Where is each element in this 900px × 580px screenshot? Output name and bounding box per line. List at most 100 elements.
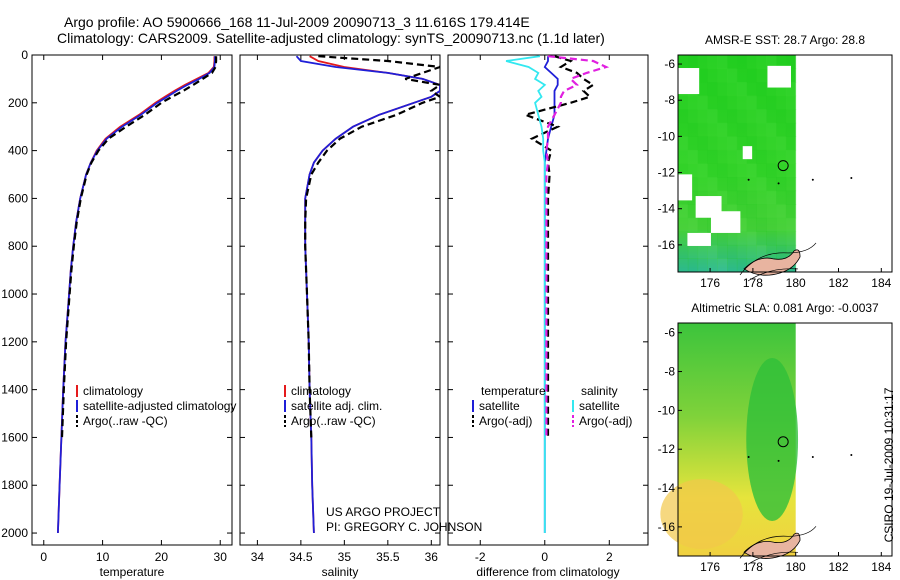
map-cell: [727, 163, 738, 178]
map-cell: [766, 190, 777, 205]
map-cell: [776, 231, 787, 246]
island-contour: [747, 551, 799, 565]
map-cell: [697, 95, 708, 110]
x-axis-label: temperature: [100, 565, 165, 579]
map-cell: [707, 68, 718, 83]
map-cell: [678, 55, 689, 70]
map-cell: [717, 149, 728, 164]
map-cell: [785, 149, 797, 164]
map-cell: [697, 258, 708, 273]
map-cell: [678, 204, 689, 219]
project-note-line: US ARGO PROJECT: [326, 505, 441, 519]
islet-dot: [811, 178, 814, 181]
map-cell: [736, 177, 748, 192]
map-cell: [785, 136, 797, 151]
island-contour: [739, 242, 817, 276]
map-x-tick-label: 184: [871, 560, 891, 574]
map-cell: [707, 231, 718, 246]
map-cell: [756, 190, 767, 205]
map-frame: [677, 54, 893, 273]
map-cell: [717, 244, 728, 259]
x-tick-label: 0: [40, 550, 47, 564]
islet-dot: [850, 176, 853, 179]
map-cell: [697, 109, 708, 124]
map-cell: [687, 136, 699, 151]
map-x-tick-label: 176: [700, 276, 720, 290]
map-cell: [678, 163, 689, 178]
map-cell: [766, 109, 777, 124]
map-missing-patch: [687, 232, 711, 246]
map-cell: [776, 204, 787, 219]
map-cell: [697, 244, 708, 259]
map-cell: [707, 149, 718, 164]
map-cell: [687, 122, 699, 137]
map-cell: [687, 95, 699, 110]
map-cell: [687, 55, 699, 70]
x-tick-label: 35.5: [376, 550, 400, 564]
map-cell: [776, 136, 787, 151]
islet-dot: [747, 455, 750, 458]
map-cell: [756, 217, 767, 232]
map-cell: [707, 244, 718, 259]
map-cell: [756, 149, 767, 164]
map-cell: [707, 258, 718, 273]
map-cell: [746, 95, 757, 110]
map-cell: [766, 122, 777, 137]
map-cell: [776, 122, 787, 137]
map-cell: [766, 204, 777, 219]
series-line-salinity-argo-adj-: [545, 55, 610, 438]
map-cell: [766, 149, 777, 164]
legend-label: climatology: [291, 384, 351, 398]
map-cell: [707, 122, 718, 137]
legend-label: satellite: [479, 399, 520, 413]
panel-frame: [31, 54, 233, 546]
map-cell: [756, 136, 767, 151]
map-cell: [717, 163, 728, 178]
map-cell: [766, 244, 777, 259]
map-cell: [687, 109, 699, 124]
map-cell: [736, 68, 748, 83]
map-cell: [707, 55, 718, 70]
map-cell: [736, 82, 748, 97]
map-cell: [697, 149, 708, 164]
map-cell: [756, 109, 767, 124]
map-y-tick-label: -14: [658, 481, 676, 495]
map-y-tick-label: -6: [664, 57, 675, 71]
legend-label: Argo(-adj): [479, 414, 532, 428]
map-cell: [736, 190, 748, 205]
map-cell: [717, 55, 728, 70]
map-cell: [756, 55, 767, 70]
legend-group-title: temperature: [481, 384, 546, 398]
map-cell: [727, 82, 738, 97]
series-line-argo-raw-qc-: [60, 56, 218, 438]
map-x-tick-label: 178: [743, 560, 763, 574]
map-cell: [776, 95, 787, 110]
map-cell: [776, 109, 787, 124]
map-cell: [707, 136, 718, 151]
map-cell: [736, 122, 748, 137]
map-cell: [776, 149, 787, 164]
project-note-line: PI: GREGORY C. JOHNSON: [326, 520, 482, 534]
map-cell: [776, 190, 787, 205]
panel-temperature: 0 10 20 30 0 200 400 600 800 1000 1200 1400 1600 1800…: [1, 48, 236, 579]
map-cell: [736, 204, 748, 219]
map-y-tick-label: -12: [658, 442, 676, 456]
map-cell: [785, 68, 797, 83]
map-cell: [736, 95, 748, 110]
map-cell: [756, 82, 767, 97]
x-tick-label: 0: [541, 550, 548, 564]
map-cell: [697, 177, 708, 192]
map-cell: [756, 231, 767, 246]
map-y-tick-label: -16: [658, 238, 676, 252]
map-cell: [746, 136, 757, 151]
map-warm-anomaly: [660, 479, 743, 550]
x-tick-label: 30: [214, 550, 228, 564]
map-cell: [707, 177, 718, 192]
x-axis-label: difference from climatology: [476, 565, 619, 579]
map-cell: [697, 122, 708, 137]
map-cell: [717, 190, 728, 205]
map-missing-patch: [678, 68, 700, 95]
map-cell: [785, 122, 797, 137]
map-cell: [727, 68, 738, 83]
